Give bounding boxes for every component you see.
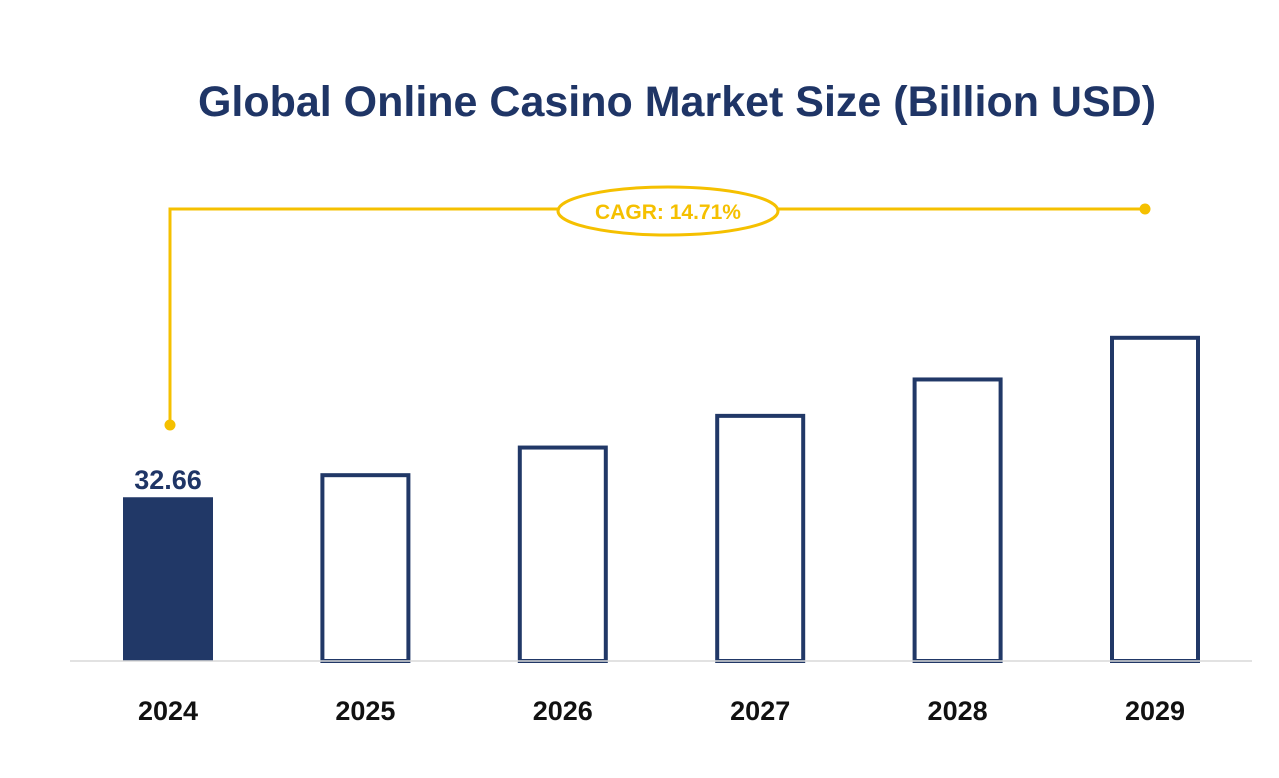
bar-2024 [123,497,213,661]
data-label-2024: 32.66 [134,465,202,495]
bars [123,335,1200,663]
cagr-annotation: CAGR: 14.71% [164,185,1151,431]
x-tick-label: 2028 [928,696,988,726]
x-tick-label: 2025 [335,696,395,726]
x-tick-label: 2026 [533,696,593,726]
x-tick-label: 2027 [730,696,790,726]
cagr-label: CAGR: 14.71% [595,201,741,224]
x-tick-label: 2029 [1125,696,1185,726]
chart-title: Global Online Casino Market Size (Billio… [198,78,1156,126]
x-tick-label: 2024 [138,696,198,726]
bar-2025 [320,473,411,663]
cagr-start-dot [164,419,176,431]
bar-2027 [715,413,806,663]
cagr-bracket-line [168,207,1145,425]
bar-2026 [517,445,608,663]
bar-2028 [912,377,1003,663]
x-tick-labels: 2024 2025 2026 2027 2028 2029 [138,696,1185,726]
cagr-badge [556,185,780,237]
cagr-end-dot [1139,203,1151,215]
data-labels: 32.66 [134,465,202,495]
bar-2029 [1110,335,1200,663]
